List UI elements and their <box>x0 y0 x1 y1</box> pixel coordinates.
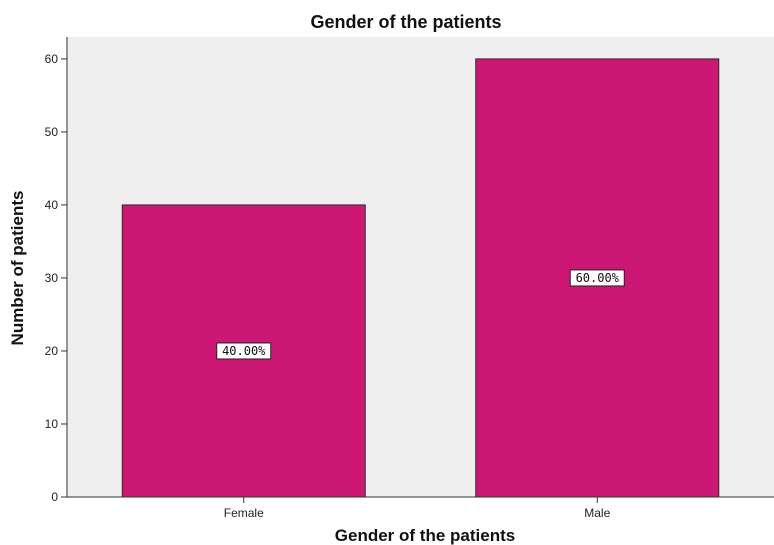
y-axis-ticks: 0 10 20 30 40 50 60 <box>45 52 67 504</box>
x-axis-title: Gender of the patients <box>335 526 515 545</box>
y-tick-label: 30 <box>45 271 59 285</box>
data-label-box <box>569 269 625 287</box>
y-tick-label: 20 <box>45 344 59 358</box>
y-tick-label: 60 <box>45 52 59 66</box>
x-tick-label: Male <box>584 506 610 520</box>
x-axis-category-labels: Female Male <box>224 497 611 520</box>
x-tick-label: Female <box>224 506 264 520</box>
y-tick-label: 10 <box>45 417 59 431</box>
data-label: 40.00% <box>222 344 266 358</box>
data-label: 60.00% <box>576 271 620 285</box>
y-tick-label: 40 <box>45 198 59 212</box>
bars <box>121 58 720 498</box>
data-labels: 40.00% 60.00% <box>216 269 625 360</box>
y-tick-label: 50 <box>45 125 59 139</box>
data-label-box <box>216 342 272 360</box>
chart-title: Gender of the patients <box>310 12 501 32</box>
y-axis-title: Number of patients <box>8 191 27 346</box>
y-tick-label: 0 <box>51 490 58 504</box>
